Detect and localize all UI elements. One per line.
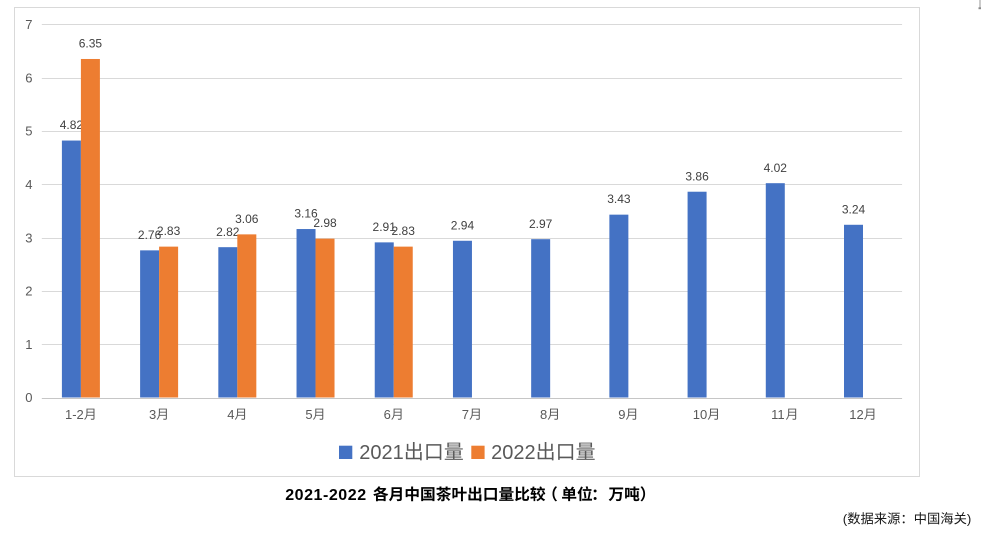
svg-text:11: 11 (771, 407, 785, 422)
svg-text:2.82: 2.82 (216, 225, 240, 239)
svg-text:): ) (967, 511, 971, 526)
svg-text:4.02: 4.02 (764, 161, 788, 175)
svg-text:2.94: 2.94 (451, 218, 475, 232)
svg-text:3.06: 3.06 (235, 212, 259, 226)
svg-text:6.35: 6.35 (79, 37, 103, 51)
svg-text:3.86: 3.86 (685, 169, 709, 183)
svg-text:2: 2 (25, 284, 32, 299)
svg-text:6: 6 (25, 70, 32, 85)
svg-text:2.83: 2.83 (157, 224, 181, 238)
svg-text:5: 5 (305, 407, 312, 422)
svg-text:4: 4 (227, 407, 234, 422)
svg-text:4.82: 4.82 (60, 118, 84, 132)
svg-text:3.24: 3.24 (842, 202, 866, 216)
svg-text:1-2: 1-2 (65, 407, 84, 422)
svg-text:3.16: 3.16 (294, 207, 318, 221)
svg-text:12: 12 (849, 407, 863, 422)
svg-text:(: ( (843, 511, 848, 526)
svg-text:7: 7 (462, 407, 469, 422)
svg-text:5: 5 (25, 124, 32, 139)
svg-text:7: 7 (25, 17, 32, 32)
svg-text:8: 8 (540, 407, 547, 422)
svg-text:3.43: 3.43 (607, 192, 631, 206)
svg-text:2021: 2021 (359, 442, 404, 464)
svg-text:10: 10 (693, 407, 707, 422)
svg-text:2.98: 2.98 (313, 216, 337, 230)
svg-text:4: 4 (25, 177, 32, 192)
svg-text:3: 3 (25, 230, 32, 245)
svg-text:2.83: 2.83 (392, 224, 416, 238)
svg-text:1: 1 (25, 337, 32, 352)
svg-text:9: 9 (618, 407, 625, 422)
svg-text:2022: 2022 (491, 442, 535, 464)
svg-text:3: 3 (149, 407, 156, 422)
svg-text:0: 0 (25, 390, 32, 405)
svg-text:2.76: 2.76 (138, 228, 162, 242)
svg-text:2.91: 2.91 (373, 220, 397, 234)
svg-text:2021-2022: 2021-2022 (285, 487, 366, 504)
svg-text:6: 6 (384, 407, 391, 422)
svg-text:2.97: 2.97 (529, 217, 553, 231)
